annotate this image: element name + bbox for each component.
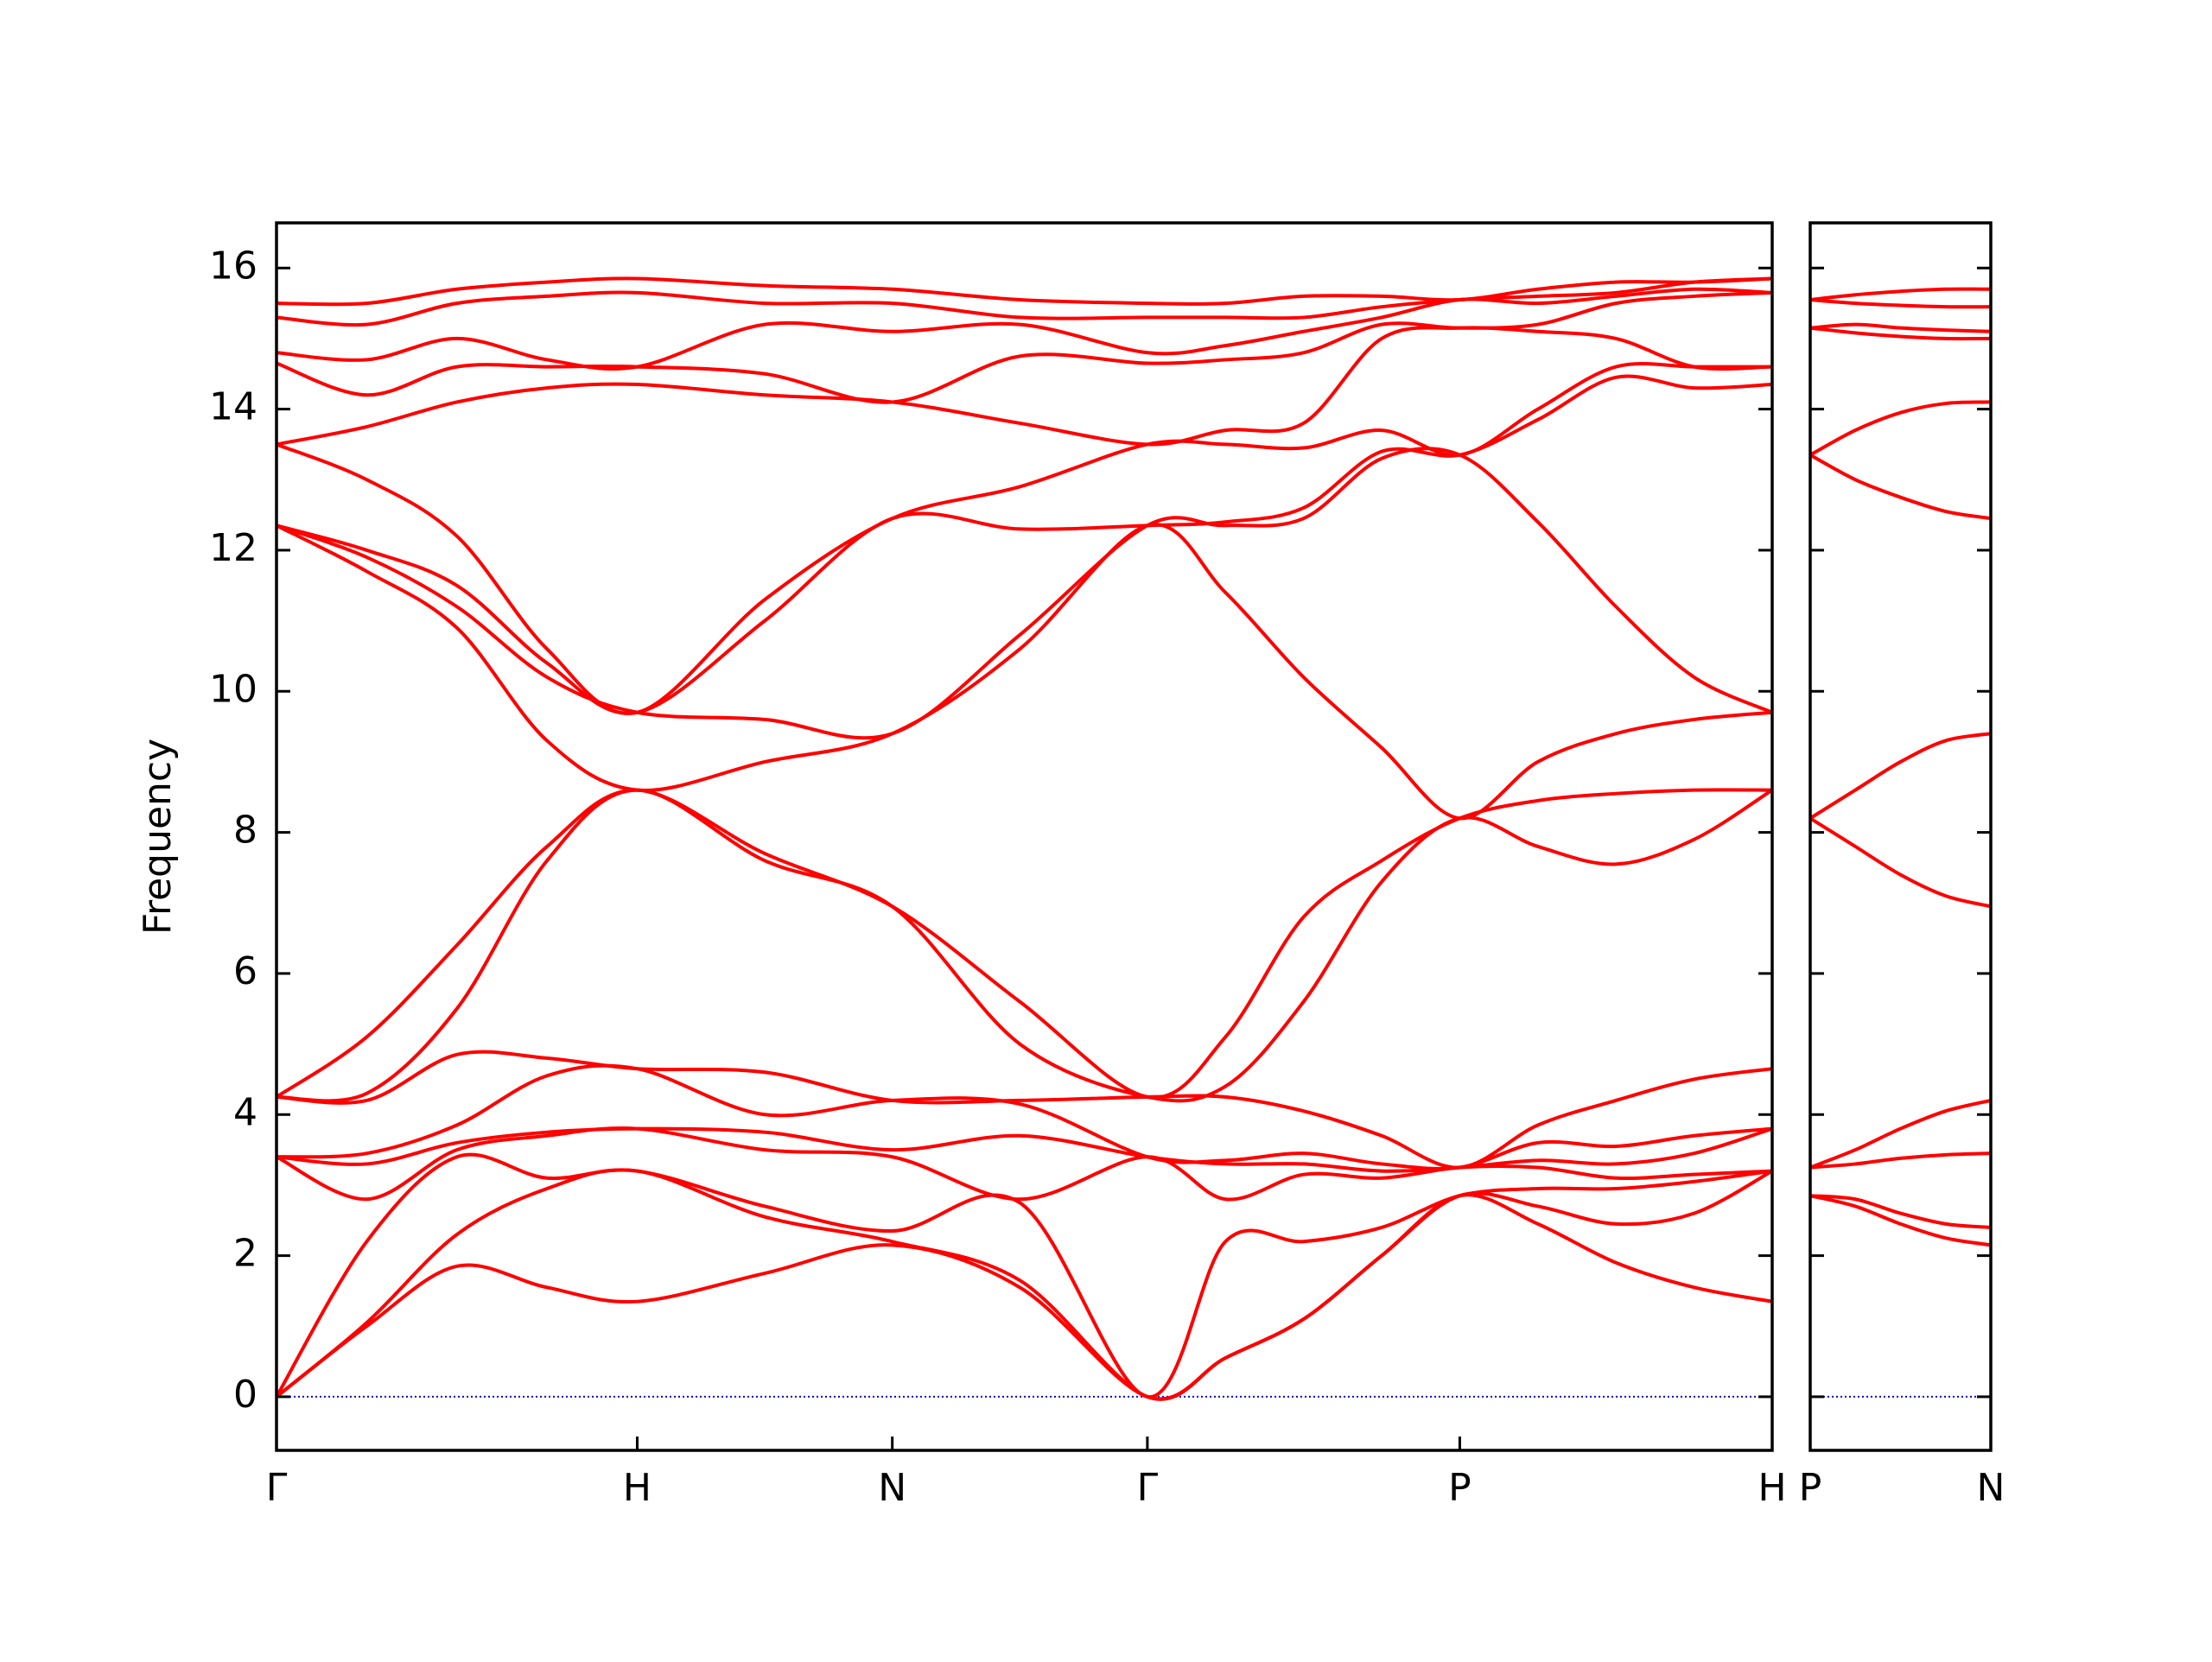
band-line: [1810, 298, 1991, 309]
band-line: [276, 361, 1772, 715]
x-tick-label: N: [1977, 1466, 2005, 1510]
band-line: [1810, 326, 1991, 341]
band-line: [1810, 816, 1991, 909]
band-line: [1810, 287, 1991, 302]
y-tick-label: 12: [209, 526, 257, 570]
axes-frame: [1808, 221, 1993, 1452]
x-tick-label: Γ: [266, 1466, 288, 1510]
band-line: [276, 287, 1772, 371]
x-tick-label: H: [623, 1466, 652, 1510]
y-tick-label: 16: [209, 244, 257, 288]
band-line: [276, 1168, 1772, 1401]
band-line: [276, 1126, 1772, 1202]
band-line: [276, 326, 1772, 447]
band-line: [1810, 1098, 1991, 1170]
y-tick-label: 2: [233, 1232, 257, 1276]
x-tick-label: Γ: [1137, 1466, 1159, 1510]
y-tick-label: 14: [209, 385, 257, 429]
band-line: [276, 788, 1772, 1100]
plot-area: [276, 276, 1772, 1401]
x-tick-label: H: [1758, 1466, 1786, 1510]
axes-frame: [275, 221, 1774, 1452]
x-tick-label: N: [878, 1466, 906, 1510]
y-tick-label: 8: [233, 809, 257, 853]
band-line: [276, 788, 1772, 1103]
band-line: [1810, 400, 1991, 457]
band-line: [276, 276, 1772, 307]
band-line: [276, 276, 1772, 327]
y-tick-label: 10: [209, 667, 257, 711]
y-axis-label: Frequency: [136, 739, 180, 935]
y-tick-label: 6: [233, 949, 257, 993]
x-tick-label: P: [1448, 1466, 1471, 1510]
band-line: [276, 1193, 1772, 1401]
band-line: [1810, 1194, 1991, 1247]
band-line: [276, 1050, 1772, 1170]
band-line: [1810, 322, 1991, 333]
band-line: [1810, 1151, 1991, 1170]
y-tick-label: 0: [233, 1373, 257, 1417]
band-line: [1810, 732, 1991, 820]
band-line: [276, 1152, 1772, 1399]
band-line: [276, 374, 1772, 715]
plot-area: [1810, 287, 1991, 1398]
band-line: [1810, 1194, 1991, 1229]
band-line: [1810, 453, 1991, 521]
x-tick-label: P: [1799, 1466, 1822, 1510]
band-line: [276, 290, 1772, 404]
band-line: [276, 1126, 1772, 1173]
y-tick-label: 4: [233, 1090, 257, 1134]
band-line: [276, 447, 1772, 740]
band-line: [276, 1063, 1772, 1170]
